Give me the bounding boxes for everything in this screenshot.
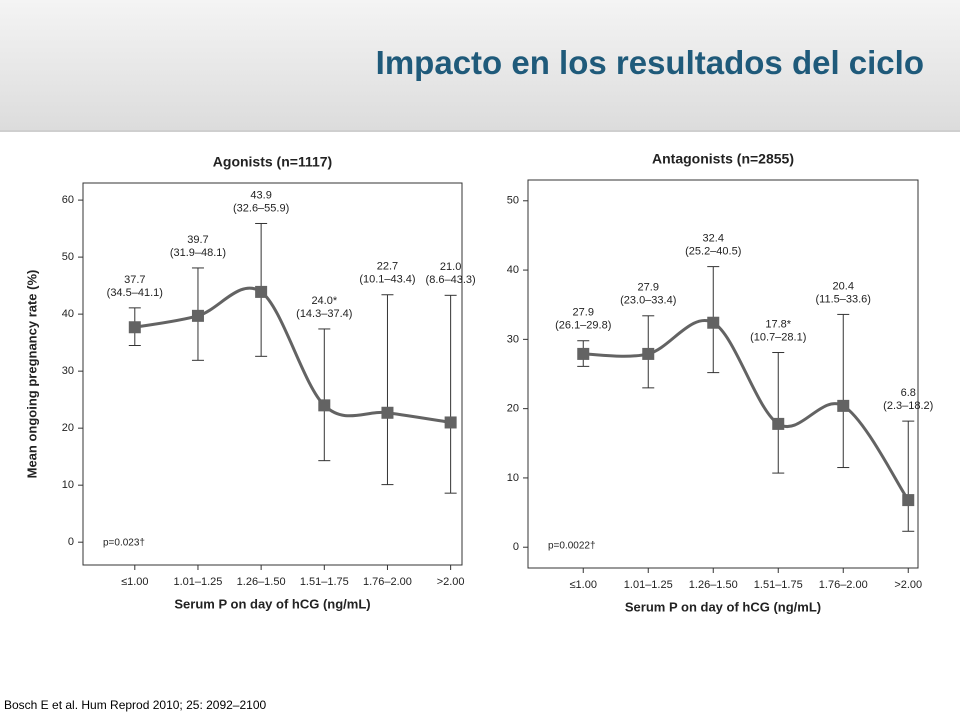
y-tick-label: 50 [62,251,74,263]
x-tick-label: >2.00 [437,576,465,588]
annotation: p=0.0022† [548,541,596,552]
header [0,0,960,132]
trend-line [134,286,451,424]
x-tick-label: 1.26–1.50 [689,579,738,591]
value-label: 37.7 [124,274,145,286]
x-axis-label: Serum P on day of hCG (ng/mL) [625,599,821,614]
ci-label: (23.0–33.4) [620,295,676,307]
value-label: 17.8* [765,318,791,330]
x-tick-label: ≤1.00 [570,579,597,591]
y-tick-label: 10 [62,479,74,491]
y-tick-label: 30 [507,333,519,345]
point [902,494,915,507]
x-tick-label: 1.76–2.00 [819,579,868,591]
ci-label: (32.6–55.9) [233,202,289,214]
value-label: 24.0* [311,295,337,307]
x-tick-label: ≤1.00 [121,576,148,588]
y-tick-label: 20 [507,403,519,415]
ci-label: (2.3–18.2) [883,400,933,412]
value-label: 27.9 [573,307,594,319]
y-axis-label: Mean ongoing pregnancy rate (%) [24,270,39,479]
point [255,285,268,298]
y-tick-label: 30 [62,365,74,377]
footnote: Bosch E et al. Hum Reprod 2010; 25: 2092… [4,698,267,712]
value-label: 22.7 [377,261,398,273]
ci-label: (14.3–37.4) [296,308,352,320]
x-axis-label: Serum P on day of hCG (ng/mL) [174,596,370,611]
point [707,316,720,329]
point [772,417,785,430]
x-tick-label: 1.51–1.75 [754,579,803,591]
value-label: 39.7 [187,234,208,246]
value-label: 21.0 [440,261,461,273]
x-tick-label: 1.76–2.00 [363,576,412,588]
point [444,416,457,429]
ci-label: (34.5–41.1) [107,287,163,299]
x-tick-label: 1.01–1.25 [624,579,673,591]
value-label: 6.8 [901,387,916,399]
x-tick-label: 1.51–1.75 [300,576,349,588]
y-tick-label: 0 [68,536,74,548]
ci-label: (31.9–48.1) [170,247,226,259]
point [642,347,655,360]
trend-line [583,319,910,501]
x-tick-label: >2.00 [894,579,922,591]
value-label: 43.9 [250,189,271,201]
ci-label: (11.5–33.6) [816,293,871,305]
y-tick-label: 20 [62,422,74,434]
x-tick-label: 1.01–1.25 [173,576,222,588]
y-tick-label: 0 [513,541,519,553]
point [381,406,394,419]
annotation: p=0.023† [103,538,145,549]
value-label: 32.4 [703,233,724,245]
value-label: 27.9 [638,282,659,294]
ci-label: (25.2–40.5) [685,246,741,258]
plot-frame [527,179,919,569]
value-label: 20.4 [833,280,854,292]
slide-title: Impacto en los resultados del ciclo [375,44,924,81]
chart-title: Antagonists (n=2855) [652,151,794,167]
x-tick-label: 1.26–1.50 [237,576,286,588]
chart-title: Agonists (n=1117) [213,154,332,170]
point [577,347,590,360]
point [191,309,204,322]
y-tick-label: 10 [507,472,519,484]
point [318,399,331,412]
ci-label: (10.1–43.4) [359,274,415,286]
y-tick-label: 40 [507,264,519,276]
y-tick-label: 60 [62,194,74,206]
plot-frame [82,182,463,566]
ci-label: (10.7–28.1) [750,331,806,343]
ci-label: (8.6–43.3) [426,274,476,286]
point [837,399,850,412]
point [128,321,141,334]
y-tick-label: 50 [507,195,519,207]
ci-label: (26.1–29.8) [555,320,611,332]
y-tick-label: 40 [62,308,74,320]
